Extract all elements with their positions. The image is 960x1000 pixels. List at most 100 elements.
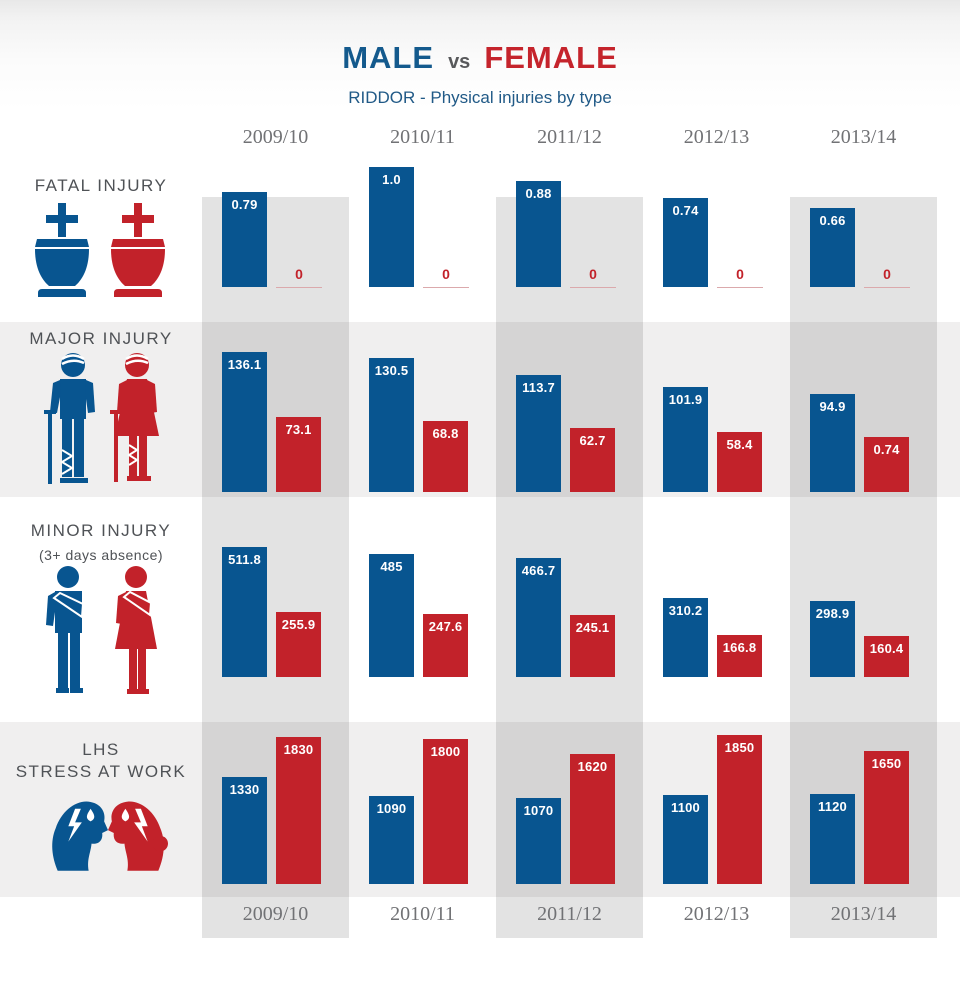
bar-value-label: 247.6 <box>428 619 463 634</box>
bar-value-label: 73.1 <box>285 422 312 437</box>
bar-value-label: 101.9 <box>668 392 703 407</box>
year-label-bottom: 2009/10 <box>242 903 309 925</box>
zero-value-label: 0 <box>883 266 891 282</box>
male-bar: 1070 <box>516 798 561 884</box>
bar-value-label: 94.9 <box>819 399 846 414</box>
male-bar: 0.88 <box>516 181 561 287</box>
woman-arm-sling-icon <box>104 565 168 705</box>
bar-value-label: 0.79 <box>231 197 258 212</box>
male-bar: 298.9 <box>810 601 855 677</box>
male-bar: 1100 <box>663 795 708 884</box>
male-bar: 101.9 <box>663 387 708 492</box>
row-label-minor-injury: MINOR INJURY <box>30 521 172 540</box>
female-bar: 68.8 <box>423 421 468 492</box>
bar-value-label: 1.0 <box>382 172 401 187</box>
title-vs-text: vs <box>448 51 471 73</box>
male-bar: 511.8 <box>222 547 267 677</box>
bar-value-label: 166.8 <box>722 640 757 655</box>
title-male: MALE <box>342 40 435 75</box>
row-label-major-injury: MAJOR INJURY <box>29 329 173 348</box>
female-bar: 245.1 <box>570 615 615 677</box>
male-bar: 1090 <box>369 796 414 884</box>
bar-value-label: 511.8 <box>228 552 261 567</box>
female-bar: 1650 <box>864 751 909 884</box>
zero-baseline <box>276 287 322 288</box>
bar-value-label: 0.74 <box>672 203 699 218</box>
female-bar: 1830 <box>276 737 321 884</box>
row-sublabel-minor-injury: (3+ days absence) <box>38 547 164 563</box>
male-bar: 0.74 <box>663 198 708 287</box>
male-bar: 0.66 <box>810 208 855 287</box>
female-bar: 62.7 <box>570 428 615 492</box>
year-label-top: 2011/12 <box>537 126 602 148</box>
female-bar: 58.4 <box>717 432 762 492</box>
row-label-stress-line1: LHS <box>82 740 120 759</box>
zero-baseline <box>717 287 763 288</box>
female-urn-icon <box>106 203 170 308</box>
row-band <box>0 322 960 497</box>
female-bar: 1620 <box>570 754 615 884</box>
female-bar: 0.74 <box>864 437 909 492</box>
male-bar: 136.1 <box>222 352 267 492</box>
female-bar: 1850 <box>717 735 762 884</box>
bar-value-label: 466.7 <box>521 563 556 578</box>
male-urn-icon <box>30 203 94 308</box>
bar-value-label: 1850 <box>724 740 755 755</box>
bar-value-label: 0.74 <box>873 442 900 457</box>
zero-baseline <box>864 287 910 288</box>
male-bar: 94.9 <box>810 394 855 492</box>
male-bar: 113.7 <box>516 375 561 492</box>
bar-value-label: 0.66 <box>819 213 846 228</box>
year-label-top: 2013/14 <box>830 126 897 148</box>
bar-value-label: 1650 <box>871 756 902 771</box>
zero-baseline <box>570 287 616 288</box>
female-bar: 166.8 <box>717 635 762 677</box>
bar-value-label: 1620 <box>577 759 608 774</box>
injured-man-crutch-icon <box>36 350 102 500</box>
row-band <box>0 722 960 897</box>
bar-value-label: 1070 <box>523 803 554 818</box>
year-label-bottom: 2012/13 <box>683 903 750 925</box>
stressed-woman-icon <box>108 792 168 877</box>
subtitle: RIDDOR - Physical injuries by type <box>348 88 612 107</box>
male-bar: 0.79 <box>222 192 267 287</box>
bar-value-label: 1120 <box>817 799 847 814</box>
man-arm-sling-icon <box>36 565 100 705</box>
bar-value-label: 1090 <box>376 801 407 816</box>
row-label-fatal-injury: FATAL INJURY <box>34 176 168 195</box>
bar-value-label: 1800 <box>430 744 461 759</box>
female-bar: 255.9 <box>276 612 321 677</box>
male-bar: 1120 <box>810 794 855 884</box>
bar-value-label: 1830 <box>283 742 314 757</box>
bar-value-label: 310.2 <box>668 603 703 618</box>
bar-value-label: 58.4 <box>726 437 753 452</box>
injured-woman-crutch-icon <box>104 350 170 500</box>
bar-value-label: 298.9 <box>815 606 850 621</box>
male-bar: 485 <box>369 554 414 677</box>
bar-value-label: 1330 <box>229 782 260 797</box>
bar-value-label: 0.88 <box>525 186 552 201</box>
male-bar: 130.5 <box>369 358 414 492</box>
male-bar: 1.0 <box>369 167 414 287</box>
bar-value-label: 1100 <box>670 800 700 815</box>
bar-value-label: 113.7 <box>522 380 555 395</box>
year-label-bottom: 2011/12 <box>537 903 602 925</box>
year-label-top: 2010/11 <box>390 126 455 148</box>
year-label-top: 2012/13 <box>683 126 750 148</box>
year-label-top: 2009/10 <box>242 126 309 148</box>
bar-value-label: 485 <box>380 559 403 574</box>
stressed-man-icon <box>48 792 108 877</box>
bar-value-label: 130.5 <box>374 363 409 378</box>
bar-value-label: 160.4 <box>869 641 904 656</box>
bar-value-label: 68.8 <box>432 426 459 441</box>
bar-value-label: 255.9 <box>281 617 316 632</box>
zero-baseline <box>423 287 469 288</box>
bar-value-label: 62.7 <box>579 433 606 448</box>
bar-value-label: 136.1 <box>227 357 262 372</box>
year-label-bottom: 2013/14 <box>830 903 897 925</box>
zero-value-label: 0 <box>736 266 744 282</box>
page-title: MALE vs FEMALE <box>0 40 960 76</box>
zero-value-label: 0 <box>295 266 303 282</box>
zero-value-label: 0 <box>442 266 450 282</box>
